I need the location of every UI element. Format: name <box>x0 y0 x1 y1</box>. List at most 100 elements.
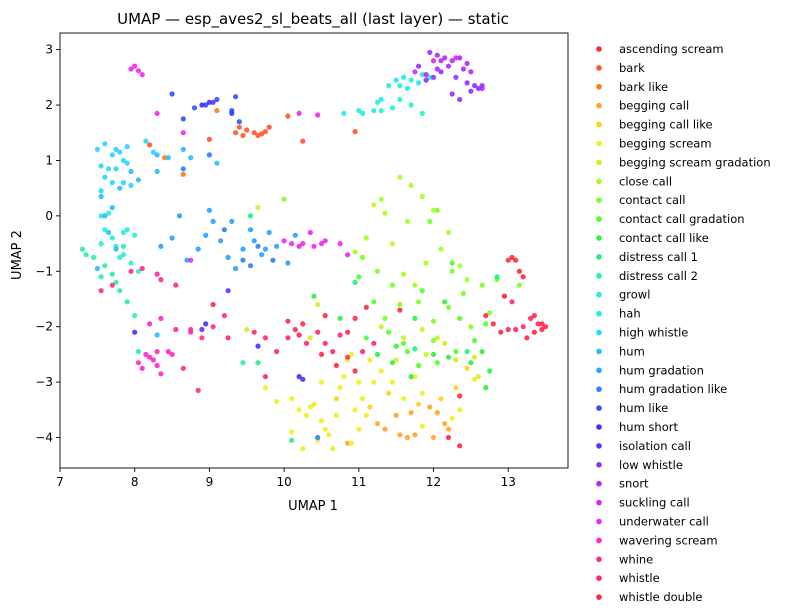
data-point <box>438 69 444 75</box>
legend-label: snort <box>619 477 649 491</box>
data-point <box>528 315 534 321</box>
data-point <box>300 138 306 144</box>
legend-item: hah <box>596 307 641 321</box>
data-point <box>322 313 328 319</box>
data-point <box>135 177 141 183</box>
data-point <box>408 410 414 416</box>
data-point <box>206 152 212 158</box>
data-point <box>154 332 160 338</box>
data-point <box>307 229 313 236</box>
data-point <box>113 146 119 152</box>
data-point <box>401 340 407 346</box>
x-tick-label: 9 <box>206 475 214 489</box>
data-point <box>371 299 377 305</box>
data-point <box>315 112 321 118</box>
data-point <box>389 379 395 385</box>
data-point <box>457 96 463 103</box>
y-tick-label: −2 <box>35 320 53 334</box>
data-point <box>483 313 489 319</box>
x-tick-label: 8 <box>131 475 139 489</box>
legend-label: ascending scream <box>619 42 724 56</box>
data-point <box>274 349 280 355</box>
data-point <box>247 263 254 269</box>
data-point <box>427 49 433 56</box>
data-point <box>378 96 384 103</box>
data-point <box>475 374 481 380</box>
data-point <box>132 329 138 335</box>
data-point <box>229 218 235 224</box>
data-point <box>154 349 160 355</box>
data-point <box>150 357 156 363</box>
data-point <box>539 321 545 327</box>
data-point <box>102 213 108 219</box>
data-point <box>247 227 254 233</box>
legend-item: hum gradation like <box>596 382 727 396</box>
data-point <box>445 434 452 441</box>
data-point <box>397 83 403 89</box>
data-point <box>206 99 212 105</box>
legend-label: distress call 2 <box>619 269 698 283</box>
legend-label: whistle <box>619 571 660 585</box>
data-point <box>255 243 261 249</box>
data-point <box>472 354 478 360</box>
data-point <box>109 271 115 277</box>
x-tick-label: 11 <box>351 475 366 489</box>
legend-marker <box>596 556 602 563</box>
data-point <box>120 180 127 186</box>
legend-item: whine <box>596 552 653 566</box>
data-point <box>124 227 130 233</box>
data-point <box>494 274 500 280</box>
data-point <box>430 58 437 64</box>
data-point <box>348 440 354 446</box>
data-point <box>374 268 381 274</box>
data-point <box>445 354 452 360</box>
legend-item: whistle <box>596 571 660 585</box>
data-point <box>539 326 545 333</box>
data-point <box>404 218 410 224</box>
data-point <box>285 318 291 324</box>
data-point <box>289 396 295 402</box>
data-point <box>296 407 302 413</box>
data-point <box>475 85 481 91</box>
data-point <box>501 293 508 299</box>
data-point <box>311 401 317 407</box>
legend-marker <box>596 178 602 185</box>
data-point <box>442 421 448 427</box>
legend-label: low whistle <box>619 458 683 472</box>
data-point <box>393 343 399 349</box>
data-point <box>427 404 433 410</box>
data-point <box>303 412 310 418</box>
data-point <box>165 349 171 355</box>
data-point <box>337 385 343 391</box>
data-point <box>401 396 407 402</box>
data-point <box>315 329 321 335</box>
legend-item: begging call <box>596 99 689 113</box>
data-point <box>408 374 414 380</box>
data-point <box>453 349 459 355</box>
data-point <box>225 288 231 294</box>
data-point <box>169 235 175 241</box>
data-point <box>453 385 459 391</box>
data-point <box>109 235 115 241</box>
data-point <box>356 108 362 114</box>
data-point <box>102 263 108 269</box>
x-axis-label: UMAP 1 <box>288 499 338 514</box>
data-point <box>438 58 444 64</box>
legend-marker <box>596 348 602 355</box>
data-point <box>135 349 141 355</box>
data-point <box>412 282 418 288</box>
data-point <box>225 335 231 341</box>
data-point <box>468 88 474 94</box>
legend-label: begging call like <box>619 118 713 132</box>
data-point <box>143 138 149 144</box>
data-point <box>543 324 549 330</box>
legend-item: contact call <box>596 193 685 207</box>
data-point <box>300 321 306 327</box>
data-point <box>285 260 291 266</box>
data-point <box>296 332 302 338</box>
data-point <box>203 321 209 327</box>
data-point <box>434 410 440 416</box>
data-point <box>120 229 127 236</box>
data-point <box>382 315 388 321</box>
data-point <box>468 360 474 366</box>
